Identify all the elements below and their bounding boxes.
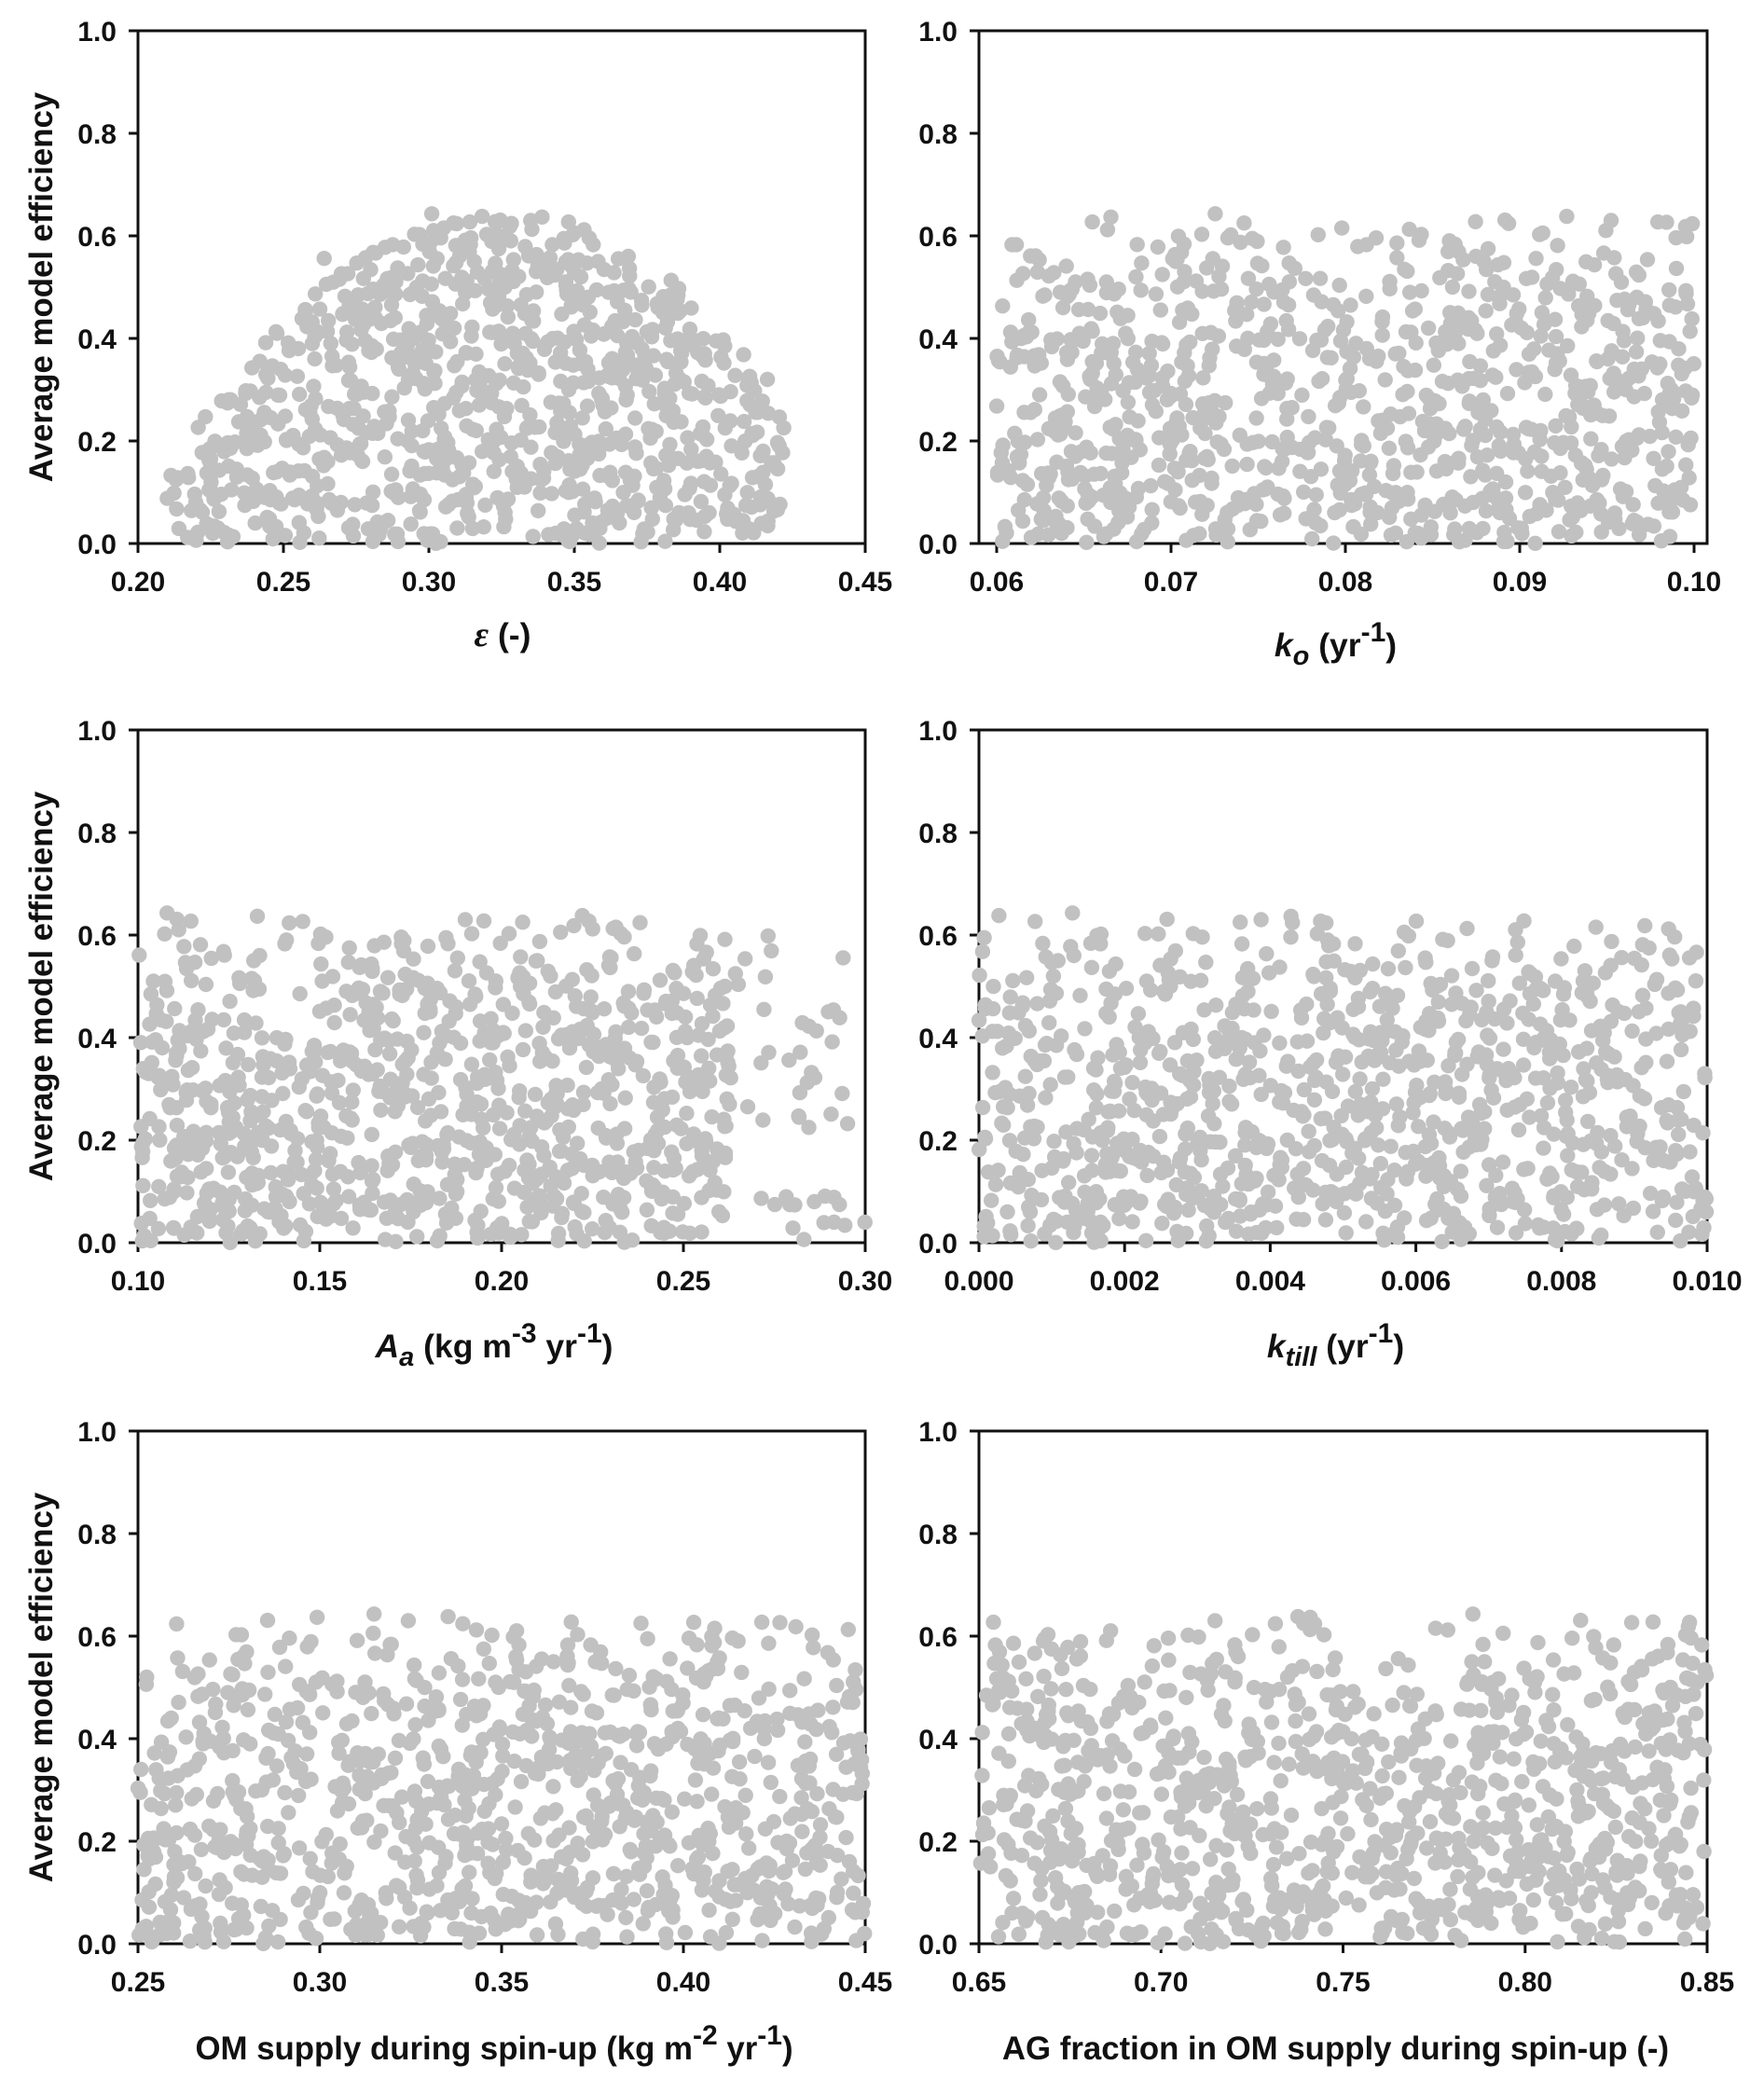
svg-text:0.2: 0.2	[918, 427, 958, 458]
svg-text:0.0: 0.0	[918, 530, 958, 560]
svg-text:0.4: 0.4	[77, 1725, 117, 1755]
svg-text:0.35: 0.35	[547, 567, 601, 598]
svg-text:0.6: 0.6	[918, 222, 958, 253]
svg-text:0.75: 0.75	[1316, 1967, 1370, 1998]
svg-text:0.8: 0.8	[918, 119, 958, 150]
svg-text:1.0: 1.0	[918, 1417, 958, 1448]
svg-text:0.4: 0.4	[77, 324, 117, 355]
svg-text:0.25: 0.25	[111, 1967, 165, 1998]
svg-text:0.0: 0.0	[77, 1229, 117, 1259]
svg-text:0.8: 0.8	[77, 1520, 117, 1550]
svg-text:0.4: 0.4	[918, 1024, 958, 1054]
svg-text:0.8: 0.8	[77, 819, 117, 849]
svg-text:0.20: 0.20	[475, 1266, 529, 1297]
svg-text:0.30: 0.30	[838, 1266, 892, 1297]
svg-text:0.85: 0.85	[1680, 1967, 1734, 1998]
svg-text:0.4: 0.4	[918, 324, 958, 355]
svg-text:0.40: 0.40	[693, 567, 747, 598]
svg-text:0.10: 0.10	[1667, 567, 1721, 598]
svg-text:ko (yr-1): ko (yr-1)	[1275, 617, 1397, 671]
svg-text:0.08: 0.08	[1318, 567, 1372, 598]
svg-text:0.06: 0.06	[970, 567, 1024, 598]
svg-text:0.2: 0.2	[77, 427, 117, 458]
svg-text:0.30: 0.30	[293, 1967, 347, 1998]
svg-text:ε (-): ε (-)	[475, 615, 531, 654]
svg-text:0.80: 0.80	[1498, 1967, 1552, 1998]
svg-text:0.6: 0.6	[77, 921, 117, 952]
svg-text:Average model efficiency: Average model efficiency	[23, 91, 60, 482]
svg-text:0.6: 0.6	[77, 222, 117, 253]
svg-text:0.4: 0.4	[77, 1024, 117, 1054]
svg-text:1.0: 1.0	[77, 716, 117, 747]
svg-text:0.8: 0.8	[77, 119, 117, 150]
svg-text:0.0: 0.0	[77, 530, 117, 560]
svg-text:Aa (kg m-3 yr-1): Aa (kg m-3 yr-1)	[375, 1318, 613, 1372]
svg-text:0.0: 0.0	[918, 1930, 958, 1961]
svg-text:0.0: 0.0	[918, 1229, 958, 1259]
svg-text:0.15: 0.15	[293, 1266, 347, 1297]
svg-text:0.6: 0.6	[918, 1622, 958, 1653]
svg-text:0.07: 0.07	[1144, 567, 1198, 598]
svg-text:Average model efficiency: Average model efficiency	[23, 791, 60, 1181]
svg-text:0.40: 0.40	[656, 1967, 710, 1998]
svg-text:0.09: 0.09	[1493, 567, 1547, 598]
svg-text:0.010: 0.010	[1672, 1266, 1742, 1297]
svg-text:1.0: 1.0	[918, 716, 958, 747]
svg-text:0.2: 0.2	[918, 1126, 958, 1157]
svg-text:1.0: 1.0	[918, 17, 958, 48]
svg-text:OM supply during spin-up (kg m: OM supply during spin-up (kg m-2 yr-1)	[195, 2020, 792, 2067]
svg-text:0.8: 0.8	[918, 1520, 958, 1550]
svg-text:AG fraction in OM supply durin: AG fraction in OM supply during spin-up …	[1002, 2030, 1669, 2067]
svg-text:0.000: 0.000	[944, 1266, 1013, 1297]
svg-text:0.30: 0.30	[402, 567, 456, 598]
svg-text:0.65: 0.65	[952, 1967, 1006, 1998]
svg-text:0.006: 0.006	[1381, 1266, 1451, 1297]
svg-text:0.35: 0.35	[475, 1967, 529, 1998]
svg-text:0.2: 0.2	[77, 1126, 117, 1157]
svg-text:1.0: 1.0	[77, 17, 117, 48]
svg-text:0.4: 0.4	[918, 1725, 958, 1755]
svg-text:0.6: 0.6	[77, 1622, 117, 1653]
svg-text:ktill (yr-1): ktill (yr-1)	[1267, 1318, 1404, 1372]
svg-text:0.70: 0.70	[1134, 1967, 1188, 1998]
svg-text:0.004: 0.004	[1235, 1266, 1305, 1297]
svg-text:0.002: 0.002	[1090, 1266, 1160, 1297]
svg-text:0.8: 0.8	[918, 819, 958, 849]
svg-text:Average model efficiency: Average model efficiency	[23, 1492, 60, 1882]
svg-text:0.25: 0.25	[656, 1266, 710, 1297]
svg-text:0.6: 0.6	[918, 921, 958, 952]
svg-text:0.0: 0.0	[77, 1930, 117, 1961]
svg-text:0.2: 0.2	[918, 1827, 958, 1858]
svg-text:0.2: 0.2	[77, 1827, 117, 1858]
svg-text:0.10: 0.10	[111, 1266, 165, 1297]
svg-text:0.45: 0.45	[838, 567, 892, 598]
svg-text:0.25: 0.25	[256, 567, 310, 598]
svg-text:0.008: 0.008	[1526, 1266, 1596, 1297]
svg-text:1.0: 1.0	[77, 1417, 117, 1448]
svg-text:0.20: 0.20	[111, 567, 165, 598]
svg-text:0.45: 0.45	[838, 1967, 892, 1998]
